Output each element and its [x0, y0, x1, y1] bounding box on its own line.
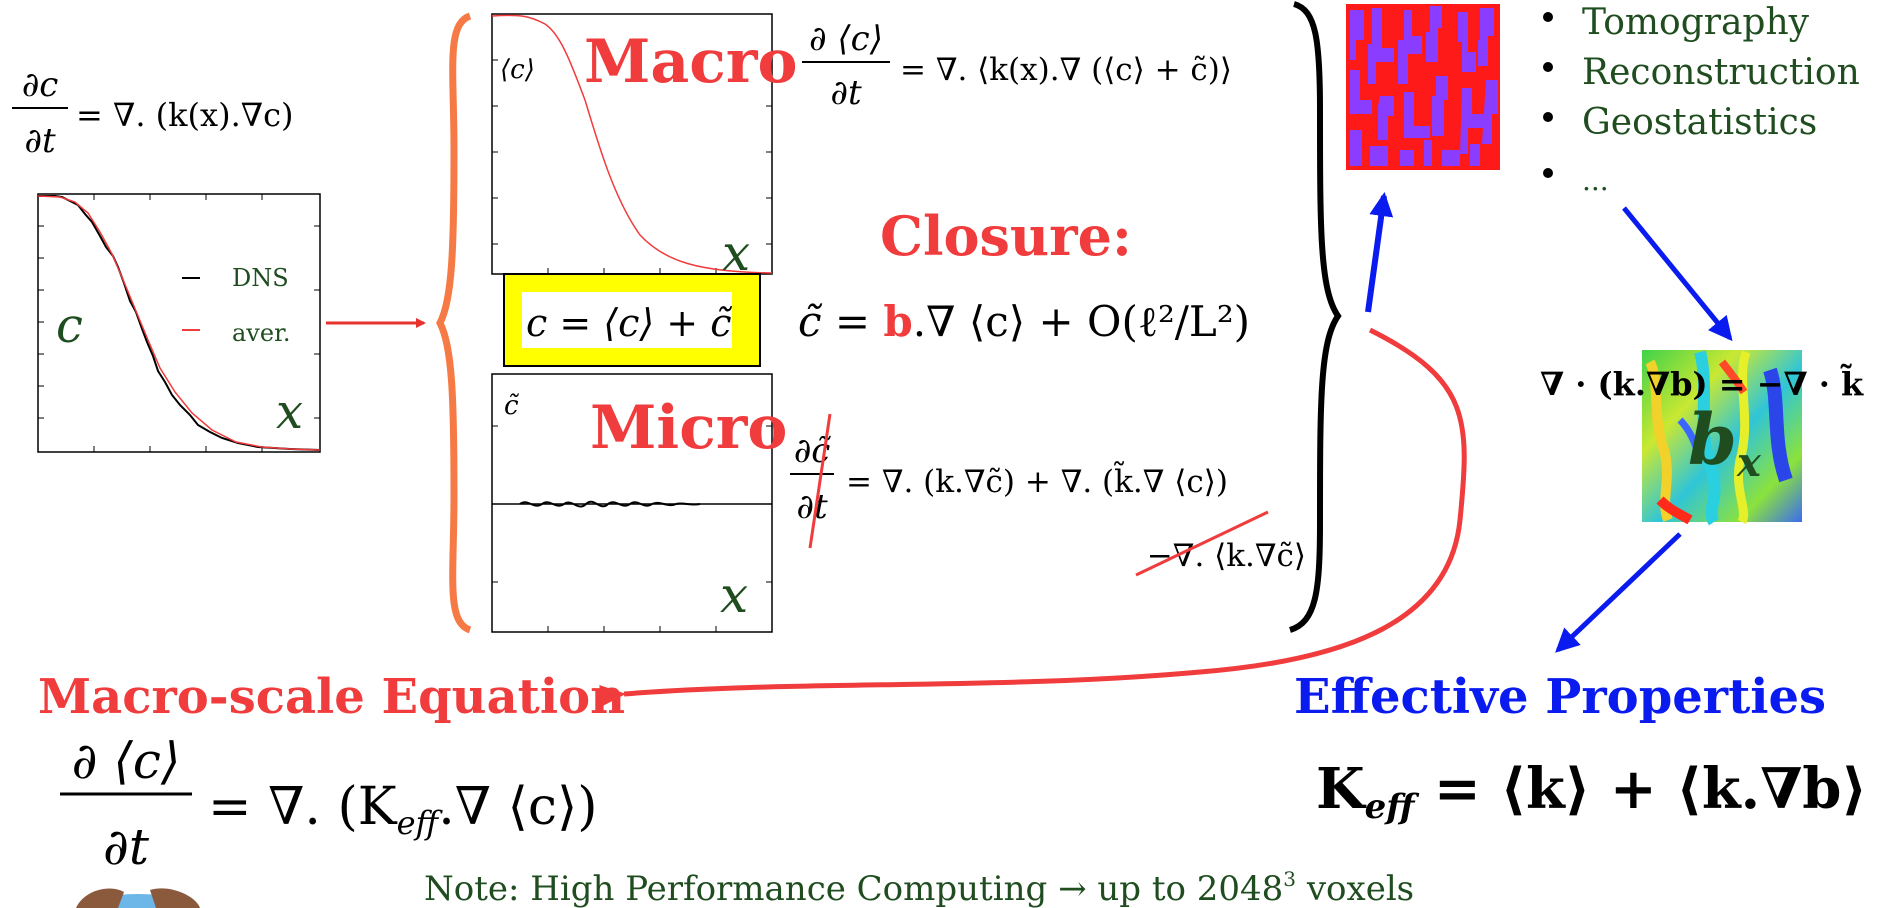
aver-curve: [37, 195, 321, 451]
field-label: bx: [1688, 398, 1762, 486]
decomposition-inner: [522, 292, 732, 348]
closure-rhs: .∇ ⟨c⟩ + O(ℓ²/L²): [913, 297, 1250, 346]
macroscale-rhs-end: .∇ ⟨c⟩): [438, 777, 597, 837]
macro-curve: [491, 14, 773, 274]
macroscale-numerator: ∂ ⟨c⟩: [72, 732, 181, 790]
closure-b: b: [883, 297, 912, 346]
dns-x-label: x: [276, 384, 303, 440]
method-item-3: Geostatistics: [1582, 102, 1817, 143]
cell-problem-field: bx: [1642, 350, 1802, 526]
micro-y-label: c̃: [504, 391, 520, 421]
arrow-field-to-properties: [1555, 532, 1682, 653]
macro-eq-rhs: = ∇. ⟨k(x).∇ (⟨c⟩ + c̃)⟩: [900, 52, 1232, 88]
methods-list: Tomography Reconstruction Geostatistics …: [1543, 2, 1860, 197]
dns-plot: DNS aver. c x: [37, 193, 321, 453]
arrow-methods-to-field: [1622, 206, 1733, 342]
note-sup: 3: [1283, 867, 1296, 891]
bullet-3: [1543, 112, 1553, 122]
closure-title: Closure:: [880, 204, 1132, 268]
black-brace: [1288, 1, 1342, 633]
macro-equation: ∂ ⟨c⟩ ∂t = ∇. ⟨k(x).∇ (⟨c⟩ + c̃)⟩: [802, 19, 1232, 113]
effective-k: K: [1316, 756, 1367, 822]
micro-eq-strike-lhs: [808, 413, 832, 549]
micro-equation: ∂c̃ ∂t = ∇. (k.∇c̃) + ∇. (k̃.∇ ⟨c⟩) −∇. …: [790, 413, 1306, 577]
method-item-4: ...: [1582, 164, 1609, 197]
macro-y-label: ⟨c⟩: [500, 55, 535, 85]
legend-dns-label: DNS: [232, 264, 289, 292]
method-item-2: Reconstruction: [1582, 52, 1860, 93]
left-eq-numerator: ∂c: [22, 65, 59, 105]
closure-equation: c̃ = b.∇ ⟨c⟩ + O(ℓ²/L²): [798, 297, 1250, 346]
effective-title: Effective Properties: [1294, 669, 1826, 725]
note-main: Note: High Performance Computing → up to…: [424, 869, 1283, 908]
method-item-1: Tomography: [1582, 2, 1810, 43]
arrow-feedback-to-macroscale: [599, 327, 1467, 707]
micro-eq-rhs2: −∇. ⟨k.∇c̃⟩: [1147, 538, 1306, 574]
arrow-to-microstructure: [1365, 192, 1394, 313]
macro-eq-denominator: ∂t: [830, 73, 862, 113]
micro-title: Micro: [590, 393, 787, 463]
macroscale-equation: ∂ ⟨c⟩ ∂t = ∇. (Keff.∇ ⟨c⟩): [60, 732, 598, 876]
micro-eq-denominator: ∂t: [796, 487, 828, 527]
left-eq-denominator: ∂t: [24, 121, 56, 161]
legend-aver-label: aver.: [232, 319, 291, 347]
effective-k-sub: eff: [1365, 787, 1421, 827]
field-label-b: b: [1688, 398, 1737, 481]
microstructure-image: [1346, 4, 1500, 170]
dns-curve: [38, 195, 321, 451]
effective-rhs: = ⟨k⟩ + ⟨k.∇b⟩: [1414, 756, 1867, 822]
closure-lhs: c̃ =: [798, 297, 883, 346]
microstructure-background: [1346, 4, 1500, 170]
macro-eq-numerator: ∂ ⟨c⟩: [809, 19, 883, 59]
field-label-sub: x: [1736, 439, 1762, 486]
left-equation: ∂c ∂t = ∇. (k(x).∇c): [12, 65, 293, 161]
cell-problem-equation: ∇ · (k.∇b) = −∇ · k̃: [1540, 364, 1864, 403]
bullet-4: [1543, 168, 1553, 178]
bullet-2: [1543, 62, 1553, 72]
left-eq-rhs: = ∇. (k(x).∇c): [76, 96, 293, 134]
decomposition-box: c = ⟨c⟩ + c̃: [503, 273, 761, 367]
field-texture: [1645, 350, 1793, 526]
dns-plot-ticks: [38, 194, 320, 452]
decomposition-text: c = ⟨c⟩ + c̃: [526, 301, 732, 345]
note-text: Note: High Performance Computing → up to…: [424, 867, 1414, 908]
dns-plot-frame: [37, 193, 321, 453]
bullet-1: [1543, 12, 1553, 22]
micro-x-label: x: [720, 566, 748, 624]
orange-brace: [436, 12, 472, 634]
micro-eq-rhs: = ∇. (k.∇c̃) + ∇. (k̃.∇ ⟨c⟩): [846, 461, 1228, 500]
macroscale-rhs-sub: eff: [397, 804, 444, 842]
micro-plot: c̃ Micro x: [491, 373, 787, 633]
logo-partial: [76, 888, 200, 908]
macro-plot: ⟨c⟩ Macro x: [491, 13, 797, 282]
note-end: voxels: [1296, 869, 1414, 908]
macroscale-denominator: ∂t: [103, 818, 150, 876]
macro-plot-frame: [491, 13, 773, 275]
macroscale-title: Macro-scale Equation: [38, 669, 625, 725]
macro-x-label: x: [722, 224, 750, 282]
macro-title: Macro: [584, 27, 797, 97]
micro-eq-strike-term: [1135, 510, 1269, 577]
dns-y-label: c: [56, 298, 83, 354]
macroscale-rhs-start: = ∇. (K: [208, 777, 398, 837]
microstructure-pores: [1350, 6, 1498, 166]
micro-curve: [519, 500, 701, 508]
effective-equation: Keff = ⟨k⟩ + ⟨k.∇b⟩: [1316, 756, 1867, 827]
macroscale-rhs: = ∇. (Keff.∇ ⟨c⟩): [208, 777, 598, 842]
